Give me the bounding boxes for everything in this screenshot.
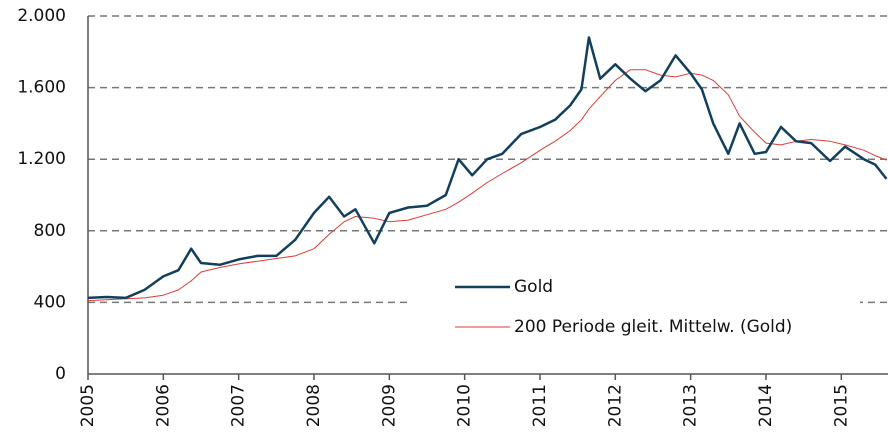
y-tick-label: 800	[34, 221, 66, 241]
x-tick-label: 2006	[153, 384, 173, 427]
x-tick-label: 2005	[78, 384, 98, 427]
x-tick-label: 2015	[831, 384, 851, 427]
y-tick-label: 2.000	[17, 6, 66, 26]
x-tick-label: 2009	[379, 384, 399, 427]
y-tick-label: 0	[55, 364, 66, 384]
x-tick-label: 2014	[756, 384, 776, 427]
x-tick-label: 2008	[304, 384, 324, 427]
x-tick-label: 2013	[681, 384, 701, 427]
gold-line	[87, 36, 888, 300]
y-tick-label: 1.600	[17, 78, 66, 98]
x-tick-label: 2007	[229, 384, 249, 427]
legend-box	[412, 265, 860, 347]
legend-label: 200 Periode gleit. Mittelw. (Gold)	[514, 317, 792, 337]
x-tick-label: 2012	[605, 384, 625, 427]
moving-average-line	[87, 69, 887, 302]
legend-label: Gold	[514, 277, 553, 297]
x-tick-label: 2010	[455, 384, 475, 427]
y-tick-label: 1.200	[17, 149, 66, 169]
y-tick-label: 400	[34, 292, 66, 312]
x-tick-label: 2011	[530, 384, 550, 427]
